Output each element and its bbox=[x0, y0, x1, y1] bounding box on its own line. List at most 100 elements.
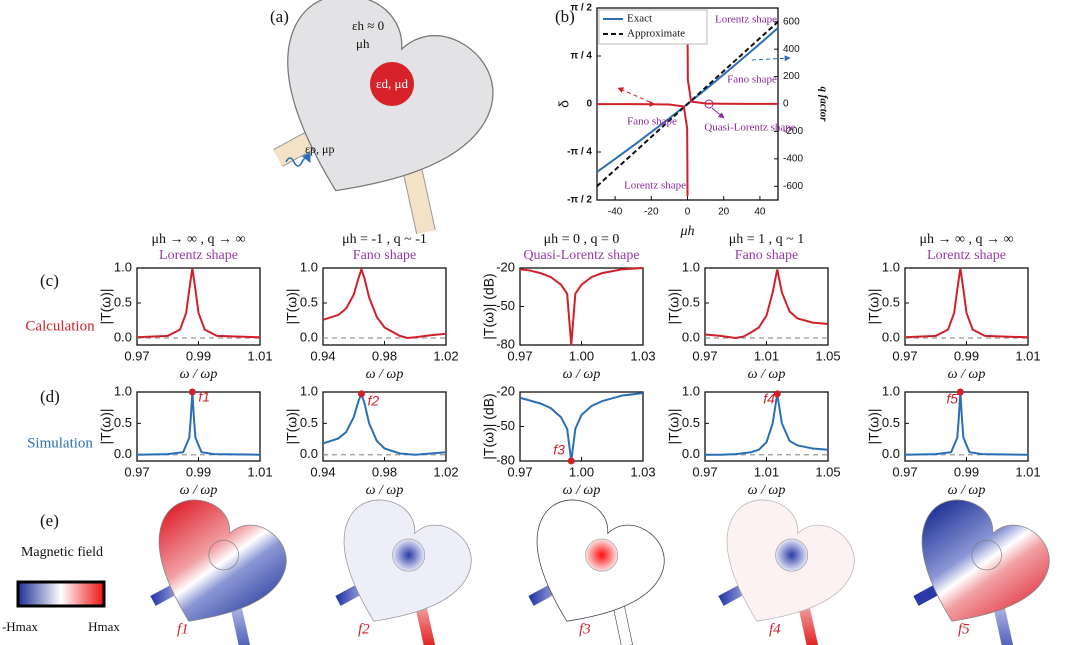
resonance-marker bbox=[358, 390, 365, 397]
plot-frame bbox=[323, 392, 446, 461]
y-tick-label: 0.0 bbox=[682, 446, 700, 461]
x-axis-label: ω / ωp bbox=[180, 367, 218, 382]
x-tick-label: 1.05 bbox=[815, 348, 840, 363]
annotation: Fano shape bbox=[727, 74, 777, 86]
row-label: Calculation bbox=[25, 318, 95, 334]
figure: (a) εh ≈ 0 μh εd, μd εp, μp (c) Calculat… bbox=[0, 0, 1065, 645]
field-map bbox=[129, 488, 297, 645]
series-line bbox=[520, 268, 643, 345]
series-line bbox=[905, 392, 1028, 455]
x-tick-label: 0.99 bbox=[954, 464, 979, 479]
x-tick-label: 0.99 bbox=[954, 348, 979, 363]
x-tick-label: 1.01 bbox=[1015, 464, 1040, 479]
x-axis-label: ω / ωp bbox=[563, 367, 601, 382]
field-map-label: f5 bbox=[958, 621, 970, 637]
y-tick-label: -80 bbox=[496, 336, 515, 351]
x-tick-label: 1.01 bbox=[1015, 348, 1040, 363]
column-condition: μh = -1 , q ~ -1 bbox=[342, 232, 427, 247]
x-tick-label: 1.01 bbox=[247, 464, 272, 479]
field-map-label: f4 bbox=[769, 621, 781, 637]
y-tick-label: -80 bbox=[496, 452, 515, 467]
arrow bbox=[752, 58, 790, 60]
y-tick-label: -π / 4 bbox=[567, 147, 592, 158]
y2-tick-label: -400 bbox=[783, 153, 803, 164]
x-tick-label: 0.97 bbox=[692, 464, 717, 479]
annotation: Lorentz shape bbox=[715, 14, 777, 26]
y-axis-label: |T(ω)| bbox=[284, 288, 300, 324]
plot-frame bbox=[705, 268, 828, 345]
marker-label: f4 bbox=[763, 391, 775, 407]
y2-tick-label: 0 bbox=[783, 99, 789, 110]
panel-label: (b) bbox=[555, 7, 575, 26]
x-axis-label: ω / ωp bbox=[748, 367, 786, 382]
column-shape: Lorentz shape bbox=[927, 248, 1006, 263]
x-axis-label: ω / ωp bbox=[366, 483, 404, 498]
colorbar-title: Magnetic field bbox=[21, 545, 103, 560]
column-condition: μh → ∞ , q → ∞ bbox=[920, 232, 1014, 247]
y-tick-label: 0 bbox=[586, 99, 592, 110]
x-axis-label: ω / ωp bbox=[180, 483, 218, 498]
field-map-label: f3 bbox=[579, 621, 591, 637]
y-tick-label: 0.5 bbox=[882, 415, 900, 430]
marker-label: f2 bbox=[367, 393, 379, 409]
y-tick-label: 0.5 bbox=[114, 415, 132, 430]
y-tick-label: -50 bbox=[496, 418, 515, 433]
y-tick-label: 0.0 bbox=[882, 446, 900, 461]
y-tick-label: 0.5 bbox=[682, 294, 700, 309]
x-tick-label: 0.98 bbox=[372, 464, 397, 479]
host-permeability: μh bbox=[356, 36, 370, 51]
x-tick-label: 0.97 bbox=[124, 348, 149, 363]
column-condition: μh = 1 , q ~ 1 bbox=[729, 232, 804, 247]
x-axis-label: ω / ωp bbox=[948, 483, 986, 498]
port-label: εp, μp bbox=[305, 142, 334, 156]
plot-frame bbox=[323, 268, 446, 345]
y-tick-label: -50 bbox=[496, 298, 515, 313]
x-tick-label: 1.00 bbox=[569, 464, 594, 479]
field-map bbox=[892, 488, 1060, 645]
resonator-diagram bbox=[239, 0, 511, 236]
legend-label: Exact bbox=[627, 13, 652, 25]
arrow bbox=[712, 108, 724, 118]
y-tick-label: 0.0 bbox=[300, 329, 318, 344]
plot-frame bbox=[520, 268, 643, 345]
column-condition: μh → ∞ , q → ∞ bbox=[152, 232, 246, 247]
y2-tick-label: 600 bbox=[783, 16, 800, 27]
y-axis-label: |T(ω)| bbox=[866, 288, 882, 324]
x-tick-label: 1.02 bbox=[433, 464, 458, 479]
x-tick-label: 1.01 bbox=[247, 348, 272, 363]
y2-axis-label: q factor bbox=[817, 86, 829, 122]
field-map bbox=[697, 488, 865, 645]
series-line bbox=[323, 269, 446, 338]
annotation: Quasi-Lorentz shape bbox=[704, 122, 795, 134]
x-tick-label: 0.97 bbox=[692, 348, 717, 363]
x-axis-label: μh bbox=[679, 224, 694, 239]
y-axis-label: |T(ω)| bbox=[98, 288, 114, 324]
y-axis-label: |T(ω)| bbox=[666, 288, 682, 324]
legend-label: Approximate bbox=[627, 28, 685, 40]
row-label: Simulation bbox=[27, 435, 93, 451]
resonance-marker bbox=[189, 389, 196, 396]
resonance-marker bbox=[568, 458, 575, 465]
x-tick-label: 1.03 bbox=[630, 464, 655, 479]
x-tick-label: 1.03 bbox=[630, 348, 655, 363]
y-tick-label: 0.5 bbox=[300, 415, 318, 430]
field-map-label: f1 bbox=[177, 621, 189, 637]
y-tick-label: 0.5 bbox=[682, 415, 700, 430]
y-tick-label: -20 bbox=[496, 383, 515, 398]
arrow bbox=[618, 88, 650, 102]
y-tick-label: 1.0 bbox=[682, 383, 700, 398]
x-axis-label: ω / ωp bbox=[366, 367, 404, 382]
marker-label: f5 bbox=[946, 391, 958, 407]
x-tick-label: -40 bbox=[608, 207, 623, 218]
host-permittivity: εh ≈ 0 bbox=[352, 18, 384, 33]
x-tick-label: 40 bbox=[754, 207, 766, 218]
x-tick-label: 1.00 bbox=[569, 348, 594, 363]
x-tick-label: 0.98 bbox=[372, 348, 397, 363]
x-tick-label: 0 bbox=[685, 207, 691, 218]
x-tick-label: 0.97 bbox=[892, 464, 917, 479]
colorbar-max: Hmax bbox=[88, 619, 120, 634]
column-shape: Fano shape bbox=[735, 248, 798, 263]
marker-label: f1 bbox=[198, 389, 210, 405]
y-axis-label: |T(ω)| bbox=[866, 408, 882, 444]
panel-label: (d) bbox=[40, 387, 60, 406]
